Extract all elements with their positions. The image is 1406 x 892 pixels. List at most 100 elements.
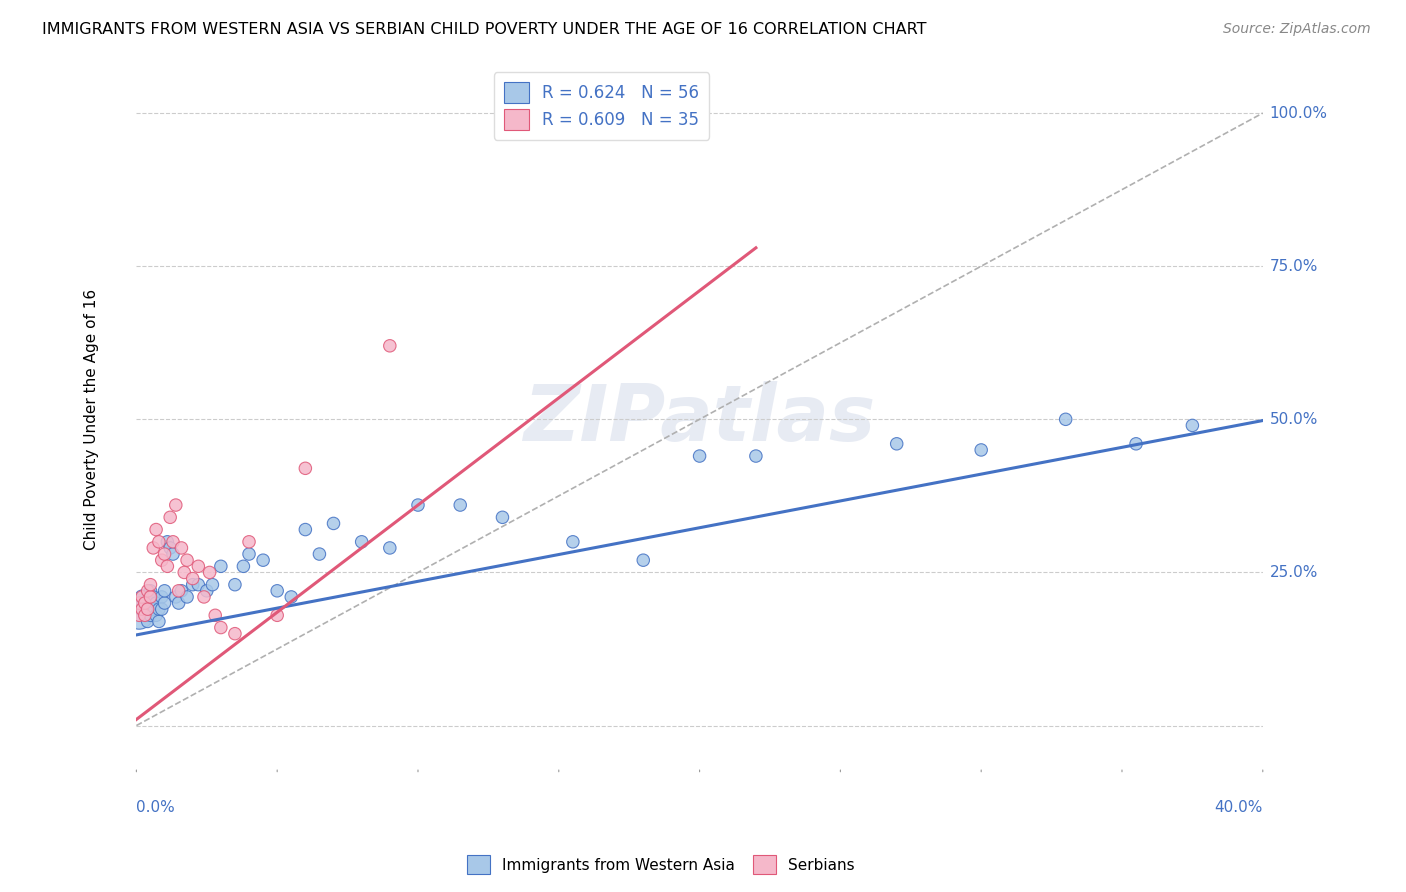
Point [150,602,173,616]
Text: 25.0%: 25.0% [1270,565,1317,580]
Point [198,566,221,580]
Text: Source: ZipAtlas.com: Source: ZipAtlas.com [1223,22,1371,37]
Point [167,583,190,598]
Point [145,608,167,623]
Text: Child Poverty Under the Age of 16: Child Poverty Under the Age of 16 [84,289,98,549]
Point [232,559,254,574]
Point [131,602,153,616]
Point [294,523,316,537]
Point [128,608,150,623]
Point [193,590,215,604]
Point [134,608,156,623]
Point [1054,412,1077,426]
Point [153,596,176,610]
Point [378,541,401,555]
Point [1181,418,1204,433]
Point [181,572,204,586]
Point [201,577,224,591]
Point [153,583,176,598]
Point [187,577,209,591]
Point [491,510,513,524]
Point [142,590,165,604]
Point [139,590,162,604]
Point [266,583,288,598]
Point [142,602,165,616]
Point [238,547,260,561]
Point [165,590,187,604]
Point [224,577,246,591]
Point [170,583,193,598]
Point [162,534,184,549]
Point [252,553,274,567]
Point [266,608,288,623]
Point [187,559,209,574]
Point [136,602,159,616]
Point [294,461,316,475]
Point [280,590,302,604]
Point [195,583,218,598]
Point [350,534,373,549]
Point [209,559,232,574]
Point [633,553,655,567]
Point [970,442,993,457]
Point [131,590,153,604]
Point [176,553,198,567]
Point [449,498,471,512]
Point [136,602,159,616]
Point [156,559,179,574]
Point [167,596,190,610]
Point [150,590,173,604]
Text: 50.0%: 50.0% [1270,412,1317,426]
Point [159,541,181,555]
Text: 75.0%: 75.0% [1270,259,1317,274]
Point [745,449,768,463]
Point [159,510,181,524]
Legend: R = 0.624   N = 56, R = 0.609   N = 35: R = 0.624 N = 56, R = 0.609 N = 35 [494,72,709,140]
Point [209,621,232,635]
Point [406,498,429,512]
Point [142,541,165,555]
Point [886,437,908,451]
Text: 40.0%: 40.0% [1215,799,1263,814]
Point [165,498,187,512]
Point [1125,437,1147,451]
Point [131,590,153,604]
Point [173,566,195,580]
Point [148,534,170,549]
Point [139,577,162,591]
Point [139,583,162,598]
Point [136,615,159,629]
Text: 100.0%: 100.0% [1270,105,1327,120]
Text: ZIPatlas: ZIPatlas [523,381,876,458]
Point [153,547,176,561]
Point [145,523,167,537]
Point [148,615,170,629]
Point [136,583,159,598]
Point [204,608,226,623]
Point [139,596,162,610]
Point [134,596,156,610]
Point [162,547,184,561]
Point [224,626,246,640]
Point [561,534,583,549]
Point [689,106,711,120]
Legend: Immigrants from Western Asia, Serbians: Immigrants from Western Asia, Serbians [461,849,860,880]
Point [378,339,401,353]
Text: 0.0%: 0.0% [136,799,176,814]
Point [128,596,150,610]
Point [145,596,167,610]
Point [131,602,153,616]
Point [148,602,170,616]
Point [128,608,150,623]
Point [139,608,162,623]
Point [689,449,711,463]
Point [134,608,156,623]
Point [176,590,198,604]
Point [128,596,150,610]
Point [238,534,260,549]
Point [308,547,330,561]
Point [156,534,179,549]
Point [134,596,156,610]
Point [150,553,173,567]
Text: IMMIGRANTS FROM WESTERN ASIA VS SERBIAN CHILD POVERTY UNDER THE AGE OF 16 CORREL: IMMIGRANTS FROM WESTERN ASIA VS SERBIAN … [42,22,927,37]
